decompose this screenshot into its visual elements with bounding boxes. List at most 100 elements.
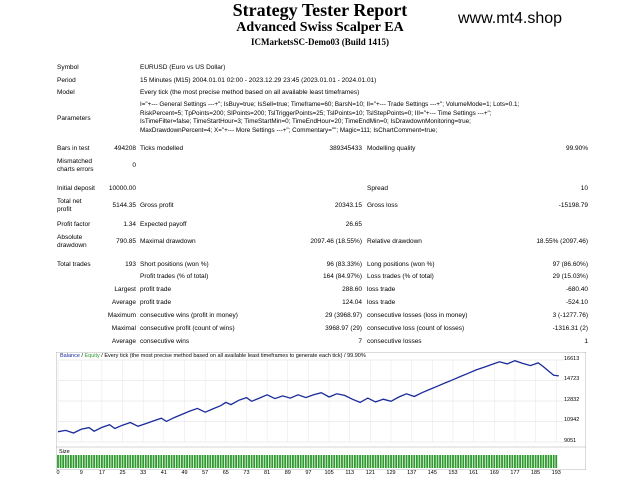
- parameters-line: MaxDrawdownPercent=4; X="+--- More Setti…: [140, 126, 438, 134]
- size-bar: [235, 455, 238, 468]
- size-bar: [452, 455, 454, 468]
- size-bar: [397, 455, 400, 468]
- avg-consec-losses-value: 1: [584, 338, 588, 345]
- maximal-drawdown-value: 2097.46 (18.55%): [310, 238, 362, 245]
- parameters-line: I="+--- General Settings ---+"; IsBuy=tr…: [140, 101, 520, 108]
- model-value: Every tick (the most precise method base…: [140, 89, 360, 96]
- size-bar: [552, 455, 555, 468]
- gross-profit-value: 20343.15: [334, 202, 362, 209]
- x-tick-label: 73: [243, 470, 250, 476]
- size-bar: [62, 455, 65, 468]
- size-bar: [545, 455, 547, 468]
- size-bar: [201, 455, 204, 468]
- size-bar: [170, 455, 173, 468]
- size-bar: [95, 455, 98, 468]
- size-bar: [150, 455, 152, 468]
- symbol-value: EURUSD (Euro vs US Dollar): [140, 64, 226, 71]
- size-bar: [467, 455, 470, 468]
- size-bar: [230, 455, 232, 468]
- size-bar: [459, 455, 462, 468]
- max-consec-loss-value: -1316.31 (2): [552, 325, 588, 332]
- size-bar: [183, 455, 186, 468]
- size-bar: [253, 455, 256, 468]
- avg-consec-losses-label: consecutive losses: [367, 338, 422, 345]
- size-bar: [276, 455, 279, 468]
- size-bar: [418, 455, 421, 468]
- size-bar: [209, 455, 212, 468]
- x-tick-label: 41: [160, 470, 167, 476]
- size-bar: [333, 455, 336, 468]
- x-tick-label: 137: [407, 470, 417, 476]
- average-loss-value: -524.10: [565, 299, 588, 306]
- size-bar: [129, 455, 132, 468]
- net-profit-label: Total net: [57, 198, 82, 205]
- size-bar: [121, 455, 124, 468]
- size-bar: [255, 455, 258, 468]
- size-bar: [284, 455, 287, 468]
- size-bar: [273, 455, 276, 468]
- size-bar: [111, 455, 114, 468]
- largest-profit-label: profit trade: [140, 286, 172, 293]
- x-tick-label: 57: [202, 470, 209, 476]
- size-bar: [413, 455, 416, 468]
- size-bar: [279, 455, 281, 468]
- size-bar: [449, 455, 452, 468]
- absolute-drawdown-value: 790.85: [116, 238, 136, 245]
- x-tick-label: 153: [448, 470, 458, 476]
- size-bar: [353, 455, 356, 468]
- chart-grid: [56, 359, 586, 448]
- size-bar: [320, 455, 323, 468]
- y-tick-label: 9051: [564, 438, 577, 444]
- spread-value: 10: [580, 185, 588, 192]
- size-bar: [59, 455, 62, 468]
- report-title: Strategy Tester Report: [232, 0, 408, 20]
- mismatch-label: Mismatched: [57, 158, 93, 165]
- size-bar: [470, 455, 472, 468]
- maximal-drawdown-label: Maximal drawdown: [140, 238, 196, 245]
- size-bar: [315, 455, 318, 468]
- period-label: Period: [57, 77, 76, 84]
- size-bar: [165, 455, 168, 468]
- size-bar: [188, 455, 191, 468]
- size-bar: [67, 455, 70, 468]
- size-bar: [377, 455, 380, 468]
- x-tick-label: 113: [345, 470, 355, 476]
- size-bar: [462, 455, 465, 468]
- size-bar: [490, 455, 493, 468]
- size-bar: [524, 455, 527, 468]
- size-bar: [501, 455, 503, 468]
- long-positions-label: Long positions (won %): [367, 261, 435, 268]
- ticks-label: Ticks modelled: [140, 145, 184, 152]
- legend-balance: Balance: [60, 353, 80, 359]
- size-bar: [142, 455, 145, 468]
- x-tick-label: 25: [119, 470, 126, 476]
- size-label: Size: [59, 449, 70, 455]
- size-bar: [289, 455, 292, 468]
- size-bar: [488, 455, 491, 468]
- size-bar: [537, 455, 540, 468]
- size-bar: [493, 455, 496, 468]
- size-bar: [70, 455, 72, 468]
- size-bar: [312, 455, 315, 468]
- balance-chart: [56, 352, 586, 470]
- size-bar: [483, 455, 485, 468]
- size-bar: [477, 455, 480, 468]
- largest-label: Largest: [114, 286, 136, 293]
- size-bar: [431, 455, 434, 468]
- account-build: ICMarketsSC-Demo03 (Build 1415): [251, 37, 389, 47]
- size-bar: [534, 455, 537, 468]
- size-bar: [395, 455, 398, 468]
- initial-deposit-value: 10000.00: [108, 185, 136, 192]
- size-bar: [245, 455, 248, 468]
- size-bar: [521, 455, 524, 468]
- size-bar: [196, 455, 199, 468]
- chart-frame: [56, 352, 586, 470]
- size-bar: [372, 455, 374, 468]
- size-bar: [351, 455, 354, 468]
- size-bar: [454, 455, 457, 468]
- size-bar: [248, 455, 250, 468]
- y-tick-label: 14723: [564, 376, 580, 383]
- size-bar: [441, 455, 444, 468]
- size-bar: [369, 455, 372, 468]
- symbol-label: Symbol: [57, 64, 79, 71]
